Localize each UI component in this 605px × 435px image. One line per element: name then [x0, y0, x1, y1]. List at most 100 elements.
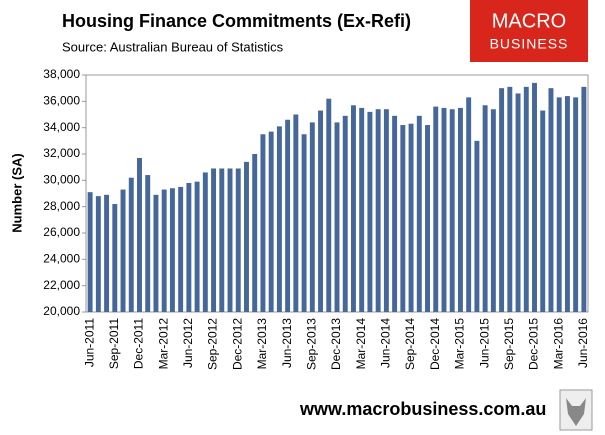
bar — [540, 110, 546, 312]
bar — [375, 109, 381, 312]
bar — [457, 107, 463, 313]
bar — [235, 168, 241, 312]
x-tick-label: Dec-2013 — [329, 318, 343, 370]
x-tick-label: Mar-2012 — [156, 318, 170, 370]
y-tick-label: 20,000 — [43, 304, 80, 318]
bar — [112, 204, 118, 312]
bar — [260, 134, 266, 312]
bar — [490, 109, 496, 312]
bar — [211, 168, 217, 312]
x-tick-label: Dec-2015 — [527, 318, 541, 370]
y-tick-label: 24,000 — [43, 252, 80, 266]
bar — [573, 97, 579, 312]
y-tick-label: 34,000 — [43, 120, 80, 134]
bar — [153, 194, 159, 312]
x-tick-label: Jun-2013 — [280, 318, 294, 368]
x-tick-label: Sep-2015 — [502, 318, 516, 370]
bar — [482, 105, 488, 313]
bar — [194, 181, 200, 312]
bar — [564, 96, 570, 312]
y-tick-label: 36,000 — [43, 94, 80, 108]
bar — [285, 119, 291, 313]
y-axis-label: Number (SA) — [9, 153, 24, 232]
bar — [416, 115, 422, 312]
bar — [507, 86, 513, 312]
bar — [342, 115, 348, 312]
logo-text: MACRO — [492, 10, 566, 32]
bar — [301, 134, 307, 312]
bar — [95, 196, 101, 312]
y-tick-label: 32,000 — [43, 146, 80, 160]
bar — [548, 88, 554, 313]
bar — [268, 131, 274, 312]
bar — [425, 125, 430, 313]
bar — [161, 189, 167, 312]
bar — [202, 172, 208, 312]
x-tick-label: Mar-2013 — [255, 318, 269, 370]
bar — [120, 189, 126, 312]
x-tick-label: Jun-2016 — [576, 318, 590, 368]
bar — [252, 154, 258, 312]
bar — [178, 186, 184, 312]
x-tick-label: Dec-2012 — [230, 318, 244, 370]
bar — [244, 161, 249, 312]
bar — [581, 86, 587, 312]
bar — [433, 106, 439, 312]
bar — [145, 175, 151, 312]
bar — [186, 182, 192, 312]
bar — [309, 122, 315, 313]
bar — [400, 125, 406, 313]
x-tick-label: Jun-2014 — [379, 318, 393, 368]
bar — [128, 177, 134, 312]
bar — [227, 168, 233, 312]
bar — [466, 97, 472, 312]
y-tick-label: 28,000 — [43, 199, 80, 213]
chart-title: Housing Finance Commitments (Ex-Refi) — [62, 11, 411, 31]
bar — [523, 86, 529, 312]
x-tick-label: Jun-2012 — [181, 318, 195, 368]
x-tick-label: Sep-2013 — [304, 318, 318, 370]
bar — [169, 188, 175, 312]
bar — [293, 114, 299, 312]
bar — [449, 109, 455, 312]
bar — [350, 105, 356, 313]
bar — [392, 115, 398, 312]
x-tick-label: Sep-2011 — [107, 318, 121, 369]
bar — [104, 194, 110, 312]
x-tick-label: Dec-2011 — [132, 318, 146, 369]
logo-text: BUSINESS — [490, 36, 569, 52]
y-tick-label: 26,000 — [43, 225, 80, 239]
x-tick-label: Mar-2016 — [551, 318, 565, 370]
bar — [318, 110, 324, 312]
bar — [276, 126, 282, 312]
x-tick-label: Dec-2014 — [428, 318, 442, 370]
x-tick-label: Sep-2012 — [206, 318, 220, 370]
y-tick-label: 30,000 — [43, 173, 80, 187]
y-tick-label: 38,000 — [43, 67, 80, 81]
bar — [474, 140, 480, 312]
chart-subtitle: Source: Australian Bureau of Statistics — [62, 39, 284, 54]
x-tick-label: Jun-2011 — [82, 318, 96, 367]
bar — [219, 168, 225, 312]
x-tick-label: Sep-2014 — [403, 318, 417, 370]
x-tick-label: Jun-2015 — [477, 318, 491, 368]
bar — [326, 98, 332, 312]
bar — [137, 157, 142, 312]
bar — [367, 111, 373, 312]
bar — [556, 97, 562, 312]
bar — [499, 88, 505, 313]
bar — [383, 109, 389, 312]
bar — [441, 107, 447, 313]
bar — [532, 82, 537, 313]
x-tick-label: Mar-2015 — [453, 318, 467, 370]
bar — [334, 122, 340, 313]
footer-url: www.macrobusiness.com.au — [299, 399, 546, 419]
wolf-icon — [559, 389, 593, 431]
x-tick-label: Mar-2014 — [354, 318, 368, 370]
bar — [408, 123, 414, 312]
y-tick-label: 22,000 — [43, 278, 80, 292]
bar — [87, 192, 93, 312]
bar — [359, 107, 365, 313]
bar — [515, 93, 521, 312]
